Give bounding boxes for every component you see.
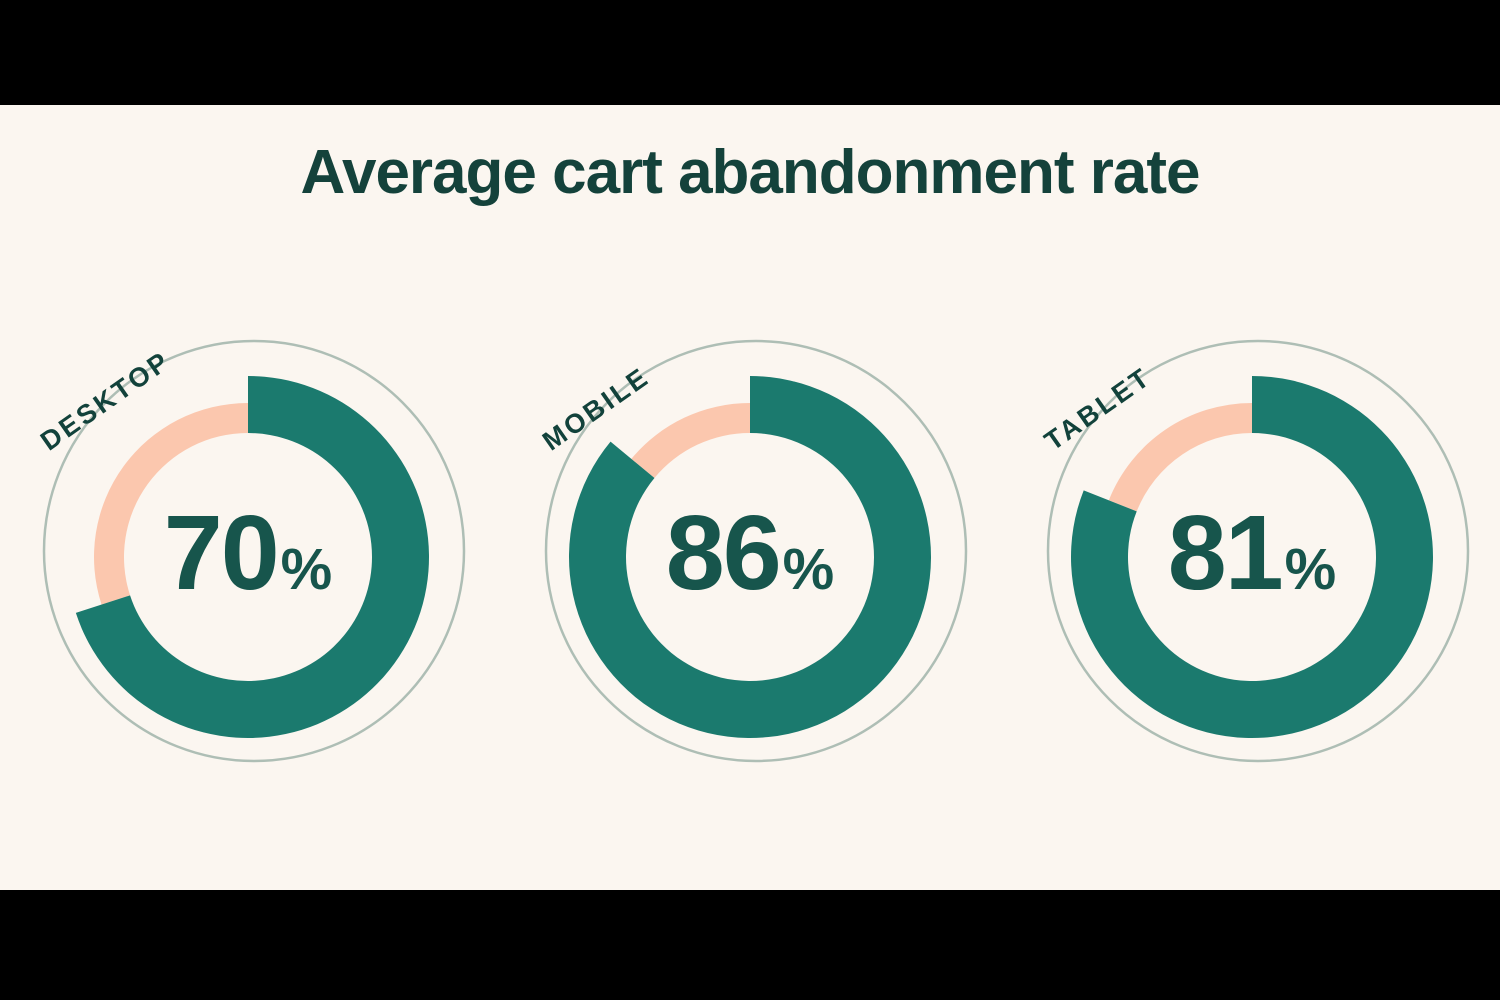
- donut-rings-mobile: [544, 339, 968, 763]
- donut-chart-tablet: TABLET 81%: [1032, 337, 1472, 777]
- filled-arc: [75, 376, 430, 738]
- donut-rings-tablet: [1046, 339, 1470, 763]
- letterbox-top: [0, 0, 1500, 105]
- donut-chart-desktop: DESKTOP 70%: [28, 337, 468, 777]
- infographic-canvas: Average cart abandonment rate DESKTOP 70…: [0, 105, 1500, 890]
- filled-arc: [1071, 376, 1433, 738]
- remainder-arc: [93, 403, 248, 605]
- letterbox-bottom: [0, 890, 1500, 1000]
- donut-value-mobile: 86%: [666, 500, 834, 606]
- outline-ring: [42, 339, 466, 763]
- remainder-arc: [1108, 403, 1252, 512]
- donut-charts-row: DESKTOP 70% MOBILE 86% TABLET: [0, 337, 1500, 797]
- donut-rings-desktop: [42, 339, 466, 763]
- remainder-arc: [631, 403, 750, 478]
- donut-value-number: 81: [1167, 493, 1284, 612]
- percent-sign: %: [782, 536, 835, 602]
- donut-chart-mobile: MOBILE 86%: [530, 337, 970, 777]
- donut-value-desktop: 70%: [164, 500, 332, 606]
- outline-ring: [544, 339, 968, 763]
- donut-value-tablet: 81%: [1168, 500, 1336, 606]
- donut-value-number: 70: [163, 493, 280, 612]
- donut-value-number: 86: [665, 493, 782, 612]
- page-title: Average cart abandonment rate: [300, 138, 1200, 207]
- percent-sign: %: [280, 536, 333, 602]
- outline-ring: [1046, 339, 1470, 763]
- percent-sign: %: [1284, 536, 1337, 602]
- filled-arc: [569, 376, 931, 738]
